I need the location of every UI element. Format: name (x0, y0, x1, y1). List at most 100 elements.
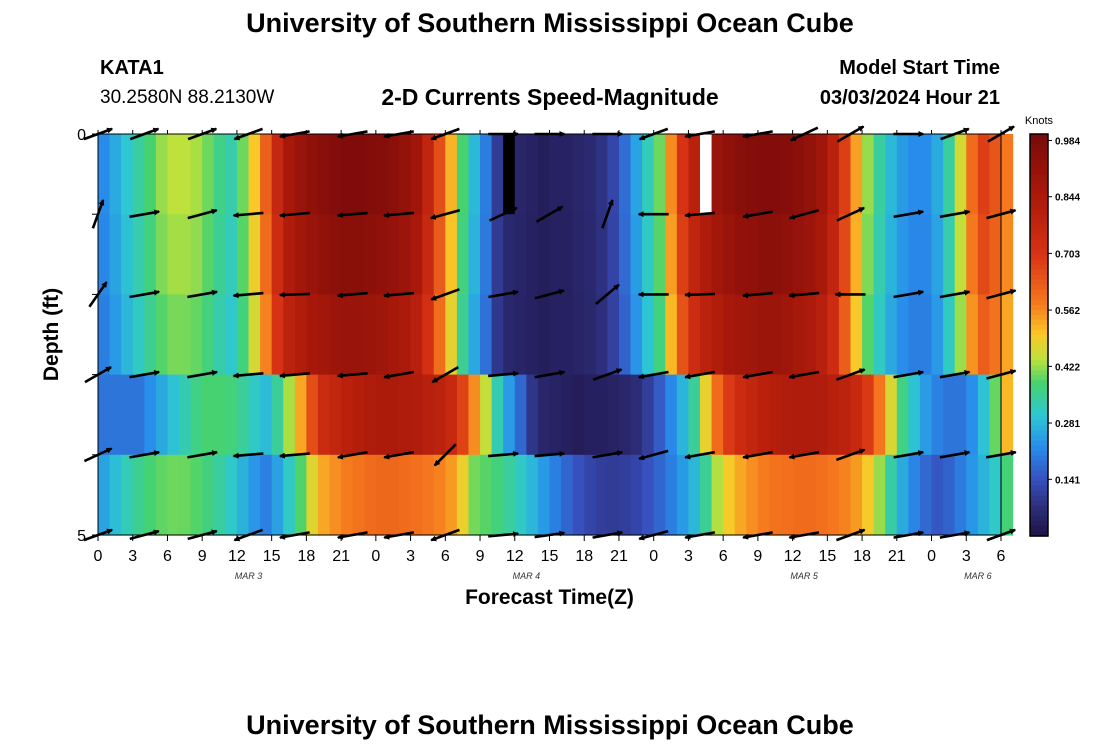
current-vector (430, 288, 460, 301)
current-vector (601, 199, 614, 229)
heat-cell (827, 374, 840, 456)
colorbar-segment (1030, 370, 1048, 376)
x-tick-label: 15 (541, 548, 559, 565)
heat-cell (896, 134, 909, 215)
heat-cell (202, 374, 215, 456)
heat-cell (642, 374, 655, 456)
heat-cell (943, 374, 956, 456)
heat-cell (757, 294, 771, 376)
heat-cell (665, 214, 678, 295)
heat-cell (225, 134, 238, 215)
heat-cell (676, 214, 690, 295)
heat-cell (850, 134, 863, 215)
heat-cell (665, 294, 678, 376)
colorbar-segment (1030, 480, 1048, 487)
heat-cell (294, 134, 307, 215)
heat-cell (225, 214, 238, 295)
heat-cell (491, 374, 504, 456)
heat-cell (572, 454, 585, 536)
heat-cell (618, 454, 632, 536)
heat-cell (375, 134, 389, 215)
heat-cell (190, 454, 203, 536)
heat-cell (422, 214, 435, 295)
heat-cell (109, 294, 122, 376)
heat-cell (132, 134, 145, 215)
heat-cell (734, 374, 747, 456)
current-vector (836, 206, 866, 222)
colorbar-tick-label: 0.141 (1055, 475, 1080, 486)
heat-cell (734, 454, 747, 536)
heat-cell (98, 214, 111, 295)
heat-cell (896, 374, 909, 456)
heat-cell (456, 294, 470, 376)
heat-cell (943, 294, 956, 376)
current-vector (336, 372, 368, 379)
current-vector (278, 372, 310, 379)
current-vector (684, 370, 716, 380)
colorbar-segment (1030, 440, 1048, 447)
heat-cell (561, 374, 574, 456)
current-vector (788, 450, 820, 460)
heat-cell (179, 374, 192, 456)
current-vector (278, 452, 310, 459)
heat-cell (757, 374, 771, 456)
colorbar-segment (1030, 405, 1048, 411)
heat-cell (838, 374, 852, 456)
heat-cell (908, 294, 921, 376)
heat-cell (306, 214, 319, 295)
heat-cell (549, 374, 562, 456)
heat-cell (468, 214, 481, 295)
heat-cell (364, 294, 377, 376)
current-vector (592, 368, 623, 381)
heat-cell (352, 214, 365, 295)
heat-cell (202, 454, 215, 536)
current-vector (129, 369, 161, 379)
heat-cell (989, 374, 1002, 456)
colorbar-tick-label: 0.422 (1055, 362, 1080, 373)
x-tick-label: 6 (997, 548, 1006, 565)
heat-cell (121, 214, 134, 295)
colorbar-segment (1030, 360, 1048, 366)
heat-cell (711, 294, 724, 376)
current-vector (187, 369, 218, 379)
colorbar-segment (1030, 425, 1048, 432)
heat-cell (618, 294, 632, 376)
heat-cell (422, 294, 435, 376)
heat-cell (364, 214, 377, 295)
heat-cell (236, 294, 250, 376)
x-tick-label: 18 (575, 548, 593, 565)
heat-cell (757, 454, 771, 536)
heat-cell (642, 134, 655, 215)
heat-cell (213, 294, 226, 376)
heat-cell (121, 454, 134, 536)
model-start-value: 03/03/2024 Hour 21 (819, 87, 1000, 109)
heat-cell (260, 294, 273, 376)
heat-cell (213, 214, 226, 295)
colorbar-segment (1030, 455, 1048, 462)
heat-cell (862, 374, 875, 456)
heat-cell (989, 134, 1002, 215)
heat-cell (144, 294, 157, 376)
heat-cell (676, 374, 690, 456)
date-label: MAR 3 (235, 571, 263, 581)
heat-cell (896, 214, 909, 295)
current-vector (232, 291, 264, 299)
heat-cell (294, 214, 307, 295)
heat-cell (456, 214, 470, 295)
heat-cell (213, 454, 226, 536)
current-vector (129, 450, 161, 459)
heat-cell (908, 134, 921, 215)
heat-cell (236, 214, 250, 295)
colorbar-segment (1030, 199, 1048, 205)
heat-cell (549, 454, 562, 536)
heat-cell (931, 294, 944, 376)
current-vector (187, 208, 218, 220)
heat-cell (317, 214, 331, 295)
heat-cell (885, 134, 898, 215)
heat-cell (352, 374, 365, 456)
heat-cell (144, 134, 157, 215)
heat-cell (294, 454, 307, 536)
heat-cell (537, 214, 551, 295)
y-tick-label: 0 (77, 127, 86, 144)
heat-cell (746, 294, 759, 376)
